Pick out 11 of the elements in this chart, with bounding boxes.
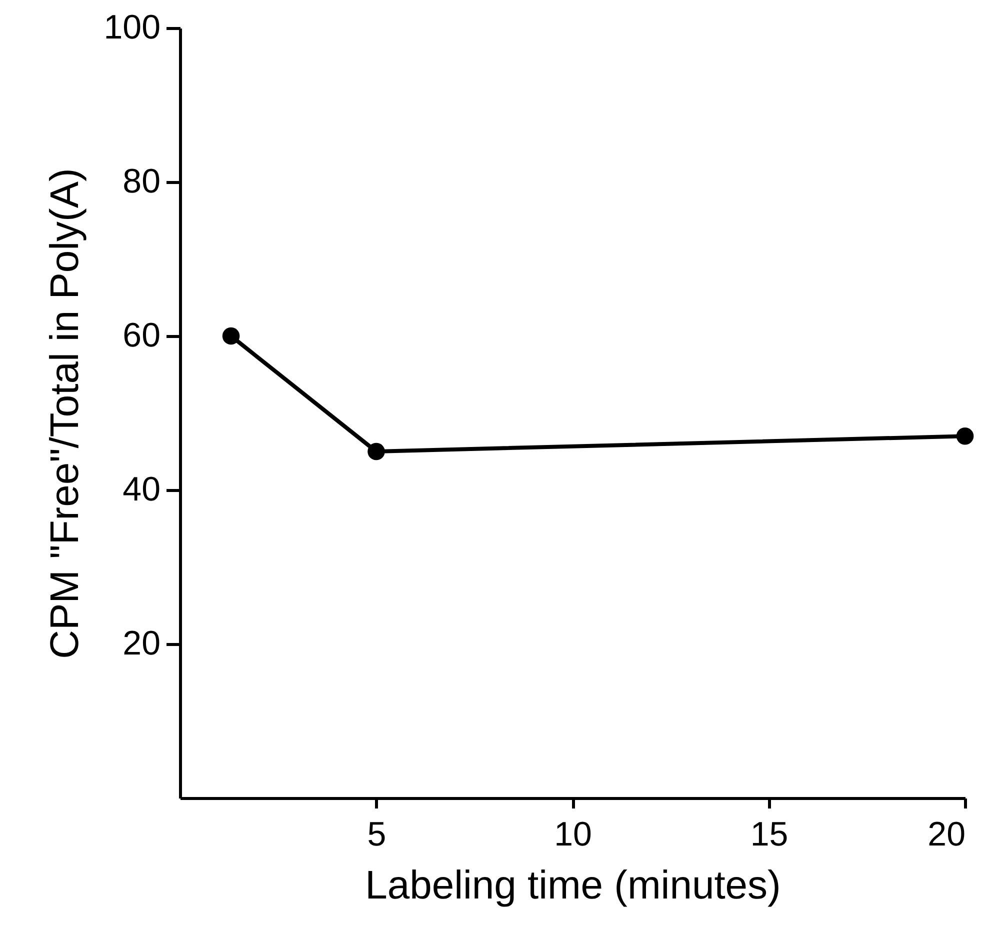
y-tick-label: 60 [122,316,160,354]
x-tick-label: 15 [750,816,788,854]
x-axis-title: Labeling time (minutes) [365,864,781,908]
y-axis-title: CPM "Free"/Total in Poly(A) [42,168,87,659]
x-tick-label: 5 [367,816,386,854]
y-tick-label: 80 [122,162,160,200]
x-tick-label: 20 [928,816,966,854]
y-tick-label: 40 [122,470,160,508]
x-tick-label: 10 [554,816,592,854]
y-tick-label: 100 [104,8,160,46]
y-tick-label: 20 [122,624,160,662]
